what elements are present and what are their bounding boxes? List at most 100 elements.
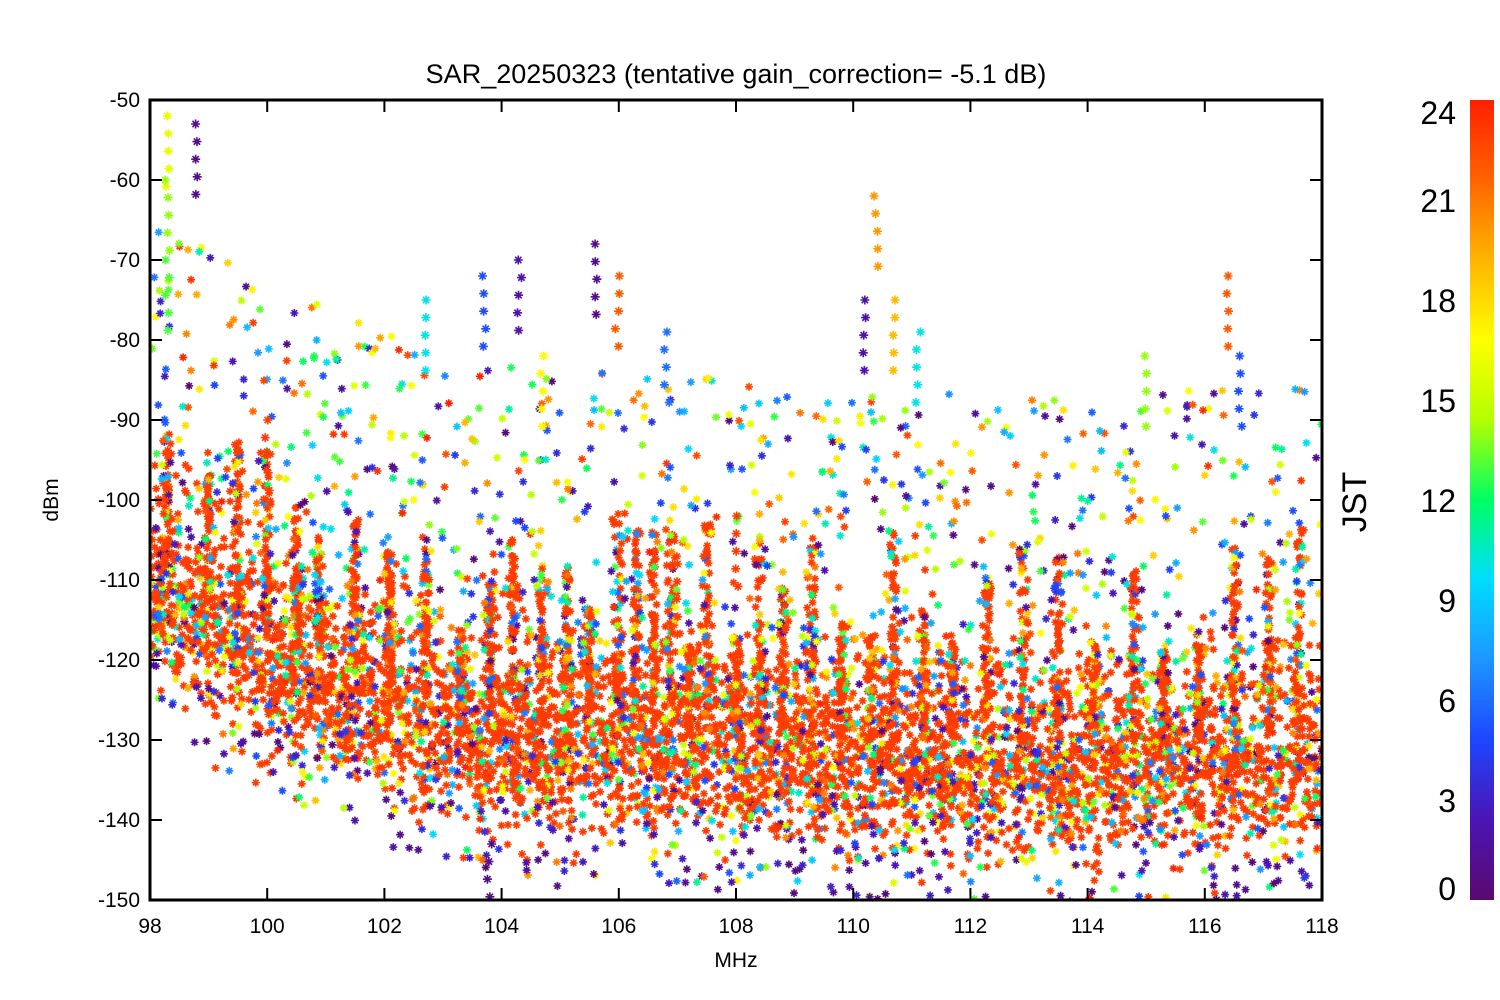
data-point: [516, 784, 525, 793]
data-point: [247, 707, 256, 716]
data-point: [947, 631, 956, 640]
data-point: [547, 782, 556, 791]
data-point: [953, 780, 962, 789]
data-point: [1160, 733, 1169, 742]
data-point: [346, 702, 355, 711]
data-point: [500, 760, 509, 769]
data-point: [1037, 790, 1046, 799]
data-point: [513, 738, 522, 747]
data-point: [287, 704, 296, 713]
data-point: [725, 782, 734, 791]
data-point: [331, 730, 340, 739]
data-point: [1002, 778, 1011, 787]
data-point: [192, 630, 201, 639]
data-point: [251, 720, 260, 729]
data-point: [502, 742, 511, 751]
data-point: [610, 669, 619, 678]
data-point: [249, 620, 258, 629]
data-point: [1272, 799, 1281, 808]
data-point: [674, 681, 683, 690]
data-point: [1289, 729, 1297, 738]
data-point: [360, 730, 369, 739]
data-point: [358, 664, 367, 673]
data-point: [347, 686, 356, 695]
data-point: [354, 774, 363, 783]
data-point: [297, 663, 306, 672]
data-point: [607, 764, 616, 773]
data-point: [190, 610, 199, 619]
data-point: [844, 755, 853, 764]
data-point: [580, 755, 589, 764]
data-point: [756, 760, 765, 769]
data-point: [998, 787, 1007, 796]
data-point: [541, 753, 550, 762]
data-point: [588, 730, 597, 739]
data-point: [661, 724, 670, 733]
data-point: [485, 786, 494, 795]
data-point: [296, 742, 305, 751]
data-point: [174, 515, 183, 524]
data-point: [283, 698, 292, 707]
data-point: [660, 774, 669, 783]
data-point: [1152, 707, 1161, 716]
data-point: [809, 782, 818, 791]
data-point: [194, 608, 203, 617]
data-point: [1284, 758, 1293, 767]
data-point: [266, 652, 275, 661]
data-point: [192, 479, 201, 488]
data-point: [840, 792, 849, 801]
data-point: [371, 601, 380, 610]
data-point: [1293, 775, 1302, 784]
data-point: [762, 680, 771, 689]
data-point: [328, 674, 337, 683]
data-point: [1118, 746, 1127, 755]
data-point: [1091, 806, 1100, 815]
data-point: [1171, 736, 1180, 745]
data-point: [822, 782, 831, 791]
data-point: [481, 665, 490, 674]
data-point: [905, 669, 914, 678]
data-point: [753, 824, 762, 833]
data-point: [766, 673, 775, 682]
data-point: [619, 674, 628, 683]
data-point: [1189, 749, 1198, 758]
data-point: [668, 747, 677, 756]
data-point: [150, 626, 159, 635]
data-point: [822, 717, 831, 726]
data-point: [519, 687, 528, 696]
data-point: [230, 629, 239, 638]
data-point: [995, 733, 1004, 742]
data-point: [1222, 786, 1231, 795]
data-point: [1073, 815, 1082, 824]
data-point: [153, 619, 162, 628]
data-point: [334, 735, 343, 744]
data-point: [622, 809, 631, 818]
data-point: [336, 648, 345, 657]
data-point: [178, 558, 187, 567]
data-point: [344, 755, 353, 764]
data-point: [773, 738, 782, 747]
data-point: [746, 672, 755, 681]
data-point: [444, 705, 453, 714]
data-point: [431, 710, 440, 719]
data-point: [772, 805, 781, 814]
data-point: [429, 607, 438, 616]
data-point: [253, 667, 262, 676]
data-point: [801, 769, 810, 778]
data-point: [482, 715, 491, 724]
data-point: [1067, 781, 1076, 790]
data-point: [926, 749, 935, 758]
data-point: [410, 682, 419, 691]
data-point: [452, 728, 461, 737]
data-point: [750, 802, 759, 811]
data-point: [877, 796, 886, 805]
data-point: [382, 669, 391, 678]
data-point: [601, 770, 610, 779]
data-point: [1063, 689, 1072, 698]
data-point: [716, 820, 725, 829]
data-point: [201, 581, 210, 590]
data-point: [820, 789, 829, 798]
data-point: [621, 766, 630, 775]
data-point: [512, 821, 521, 830]
data-point: [210, 711, 219, 720]
